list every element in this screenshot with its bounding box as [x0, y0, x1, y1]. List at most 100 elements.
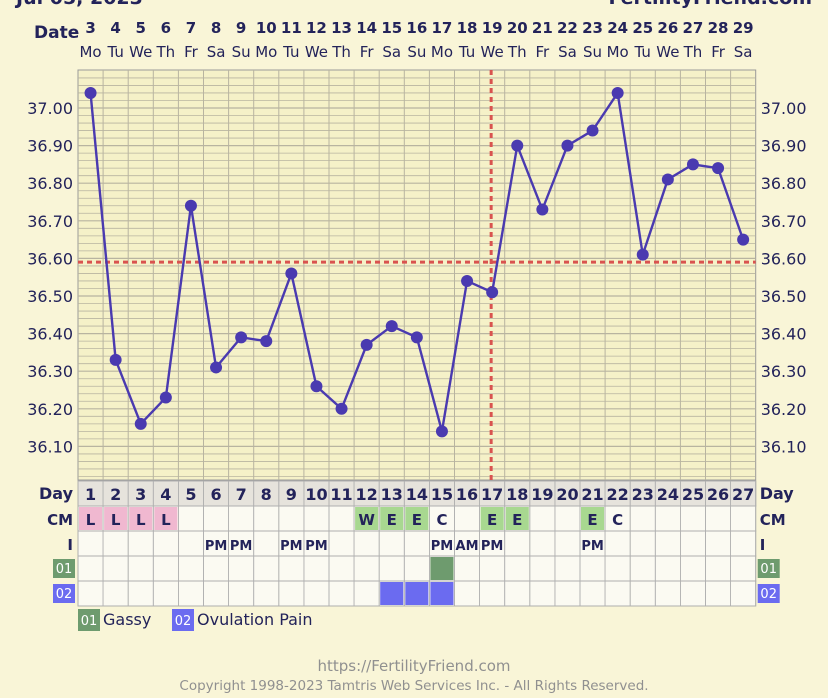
temperature-point — [134, 417, 147, 430]
cm-value: E — [412, 511, 422, 529]
weekday-tick-label: Su — [232, 43, 251, 61]
y-tick-label-left: 36.10 — [27, 437, 73, 456]
date-tick-label: 4 — [110, 19, 120, 37]
temperature-point — [235, 331, 248, 344]
y-tick-label-left: 36.30 — [27, 362, 73, 381]
weekday-tick-label: Sa — [734, 43, 753, 61]
weekday-tick-label: Mo — [255, 43, 277, 61]
weekday-tick-label: Fr — [184, 43, 199, 61]
cycle-day-label: 7 — [236, 485, 247, 504]
weekday-tick-label: Th — [507, 43, 527, 61]
legend-code: 01 — [81, 614, 98, 629]
footer-url[interactable]: https://FertilityFriend.com — [317, 657, 510, 675]
cycle-day-label: 9 — [286, 485, 297, 504]
cycle-day-label: 2 — [110, 485, 121, 504]
temperature-point — [561, 139, 574, 152]
cm-cell-fill — [129, 507, 153, 530]
symptom-code-left: 01 — [56, 562, 73, 577]
date-tick-label: 14 — [356, 19, 377, 37]
cm-value: C — [612, 511, 623, 529]
row-symptom-01 — [77, 555, 757, 582]
temperature-point — [159, 391, 172, 404]
cycle-day-label: 12 — [356, 485, 378, 504]
date-tick-label: 21 — [532, 19, 553, 37]
temperature-point — [184, 199, 197, 212]
temperature-point — [611, 86, 624, 99]
temperature-point — [461, 274, 474, 287]
weekday-tick-label: Su — [407, 43, 426, 61]
y-tick-label-right: 36.10 — [761, 437, 807, 456]
date-tick-label: 8 — [211, 19, 221, 37]
weekday-tick-label: Tu — [458, 43, 475, 61]
date-tick-label: 12 — [306, 19, 327, 37]
symptom-code-left: 02 — [56, 587, 73, 602]
intercourse-value: PM — [230, 539, 252, 554]
y-tick-label-left: 36.90 — [27, 137, 73, 156]
cm-value: L — [136, 511, 146, 529]
intercourse-value: PM — [305, 539, 327, 554]
header-site: FertilityFriend.com — [608, 0, 812, 9]
cm-row-label-right: CM — [760, 511, 786, 529]
date-tick-label: 23 — [582, 19, 603, 37]
cycle-day-label: 25 — [682, 485, 704, 504]
temperature-point — [285, 267, 298, 280]
cycle-day-label: 3 — [135, 485, 146, 504]
y-tick-label-left: 36.80 — [27, 174, 73, 193]
legend-label: Ovulation Pain — [197, 610, 313, 629]
footer-copyright: Copyright 1998-2023 Tamtris Web Services… — [179, 678, 648, 694]
chart-data-rows: 1 2 3 4 5 6 7 8 9 10 11 12 13 14 15 16 17 18 19 20 21 22 23 24 2… — [39, 480, 794, 607]
y-tick-label-right: 36.60 — [761, 249, 807, 268]
cycle-day-label: 26 — [707, 485, 729, 504]
weekday-tick-label: Sa — [382, 43, 401, 61]
date-tick-label: 15 — [381, 19, 402, 37]
cycle-day-label: 4 — [160, 485, 171, 504]
symptom-mark — [405, 582, 429, 605]
cm-value: L — [161, 511, 171, 529]
cm-cell-fill — [104, 507, 128, 530]
y-tick-label-right: 36.70 — [761, 212, 807, 231]
weekday-tick-label: Mo — [431, 43, 453, 61]
cycle-day-label: 6 — [210, 485, 221, 504]
weekday-tick-label: We — [129, 43, 152, 61]
cycle-day-label: 20 — [556, 485, 578, 504]
y-tick-label-right: 36.40 — [761, 325, 807, 344]
symptom-code-right: 01 — [760, 562, 777, 577]
y-tick-label-left: 36.50 — [27, 287, 73, 306]
cycle-day-label: 14 — [406, 485, 428, 504]
cm-cell-fill — [154, 507, 178, 530]
cm-cell-fill — [405, 507, 429, 530]
y-tick-label-left: 37.00 — [27, 99, 73, 118]
weekday-tick-label: Sa — [207, 43, 226, 61]
temperature-point — [511, 139, 524, 152]
symptom-code-right: 02 — [760, 587, 777, 602]
date-tick-label: 22 — [557, 19, 578, 37]
date-tick-label: 29 — [733, 19, 754, 37]
y-tick-label-left: 36.60 — [27, 249, 73, 268]
date-tick-label: 6 — [161, 19, 171, 37]
weekday-tick-label: Su — [583, 43, 602, 61]
cm-cell-fill — [79, 507, 103, 530]
symptom-code-left-bg — [53, 584, 75, 603]
temperature-point — [310, 380, 323, 393]
date-tick-label: 7 — [186, 19, 196, 37]
temperature-point — [737, 233, 750, 246]
weekday-tick-label: We — [656, 43, 679, 61]
weekday-tick-label: Tu — [282, 43, 299, 61]
weekday-tick-label: Tu — [634, 43, 651, 61]
weekday-tick-label: Fr — [360, 43, 375, 61]
legend-swatch — [172, 609, 194, 631]
cm-cell-fill — [581, 507, 605, 530]
legend: 01 Gassy 02 Ovulation Pain — [78, 609, 313, 631]
date-tick-label: 9 — [236, 19, 246, 37]
weekday-tick-label: Tu — [106, 43, 123, 61]
temperature-point — [260, 335, 273, 348]
cm-value: L — [111, 511, 121, 529]
intercourse-value: PM — [581, 539, 603, 554]
cycle-day-label: 11 — [330, 485, 352, 504]
cm-cell-fill — [355, 507, 379, 530]
cm-cell-fill — [480, 507, 504, 530]
i-row-label-right: I — [760, 536, 766, 554]
cycle-day-label: 13 — [381, 485, 403, 504]
cm-value: E — [487, 511, 497, 529]
weekday-tick-label: Th — [683, 43, 703, 61]
